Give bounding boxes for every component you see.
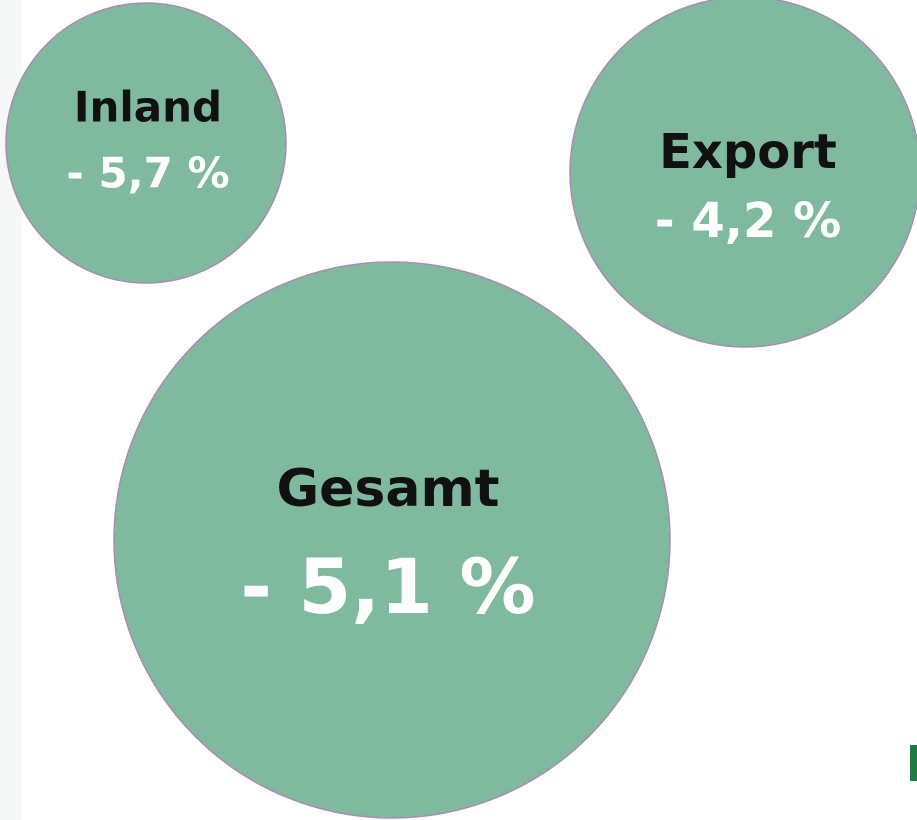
node-label: Export (659, 124, 837, 180)
node-gesamt: Gesamt - 5,1 % (113, 261, 671, 819)
node-label: Inland (74, 83, 222, 132)
node-label: Gesamt (276, 459, 499, 519)
left-band (0, 0, 22, 820)
node-value: - 5,7 % (66, 149, 229, 198)
node-inland: Inland - 5,7 % (5, 2, 287, 284)
corner-mark (910, 745, 917, 781)
bubble (5, 2, 287, 284)
bubble (113, 261, 671, 819)
node-value: - 5,1 % (240, 542, 535, 631)
node-export: Export - 4,2 % (569, 0, 917, 348)
node-value: - 4,2 % (655, 193, 841, 249)
bubble (569, 0, 917, 348)
